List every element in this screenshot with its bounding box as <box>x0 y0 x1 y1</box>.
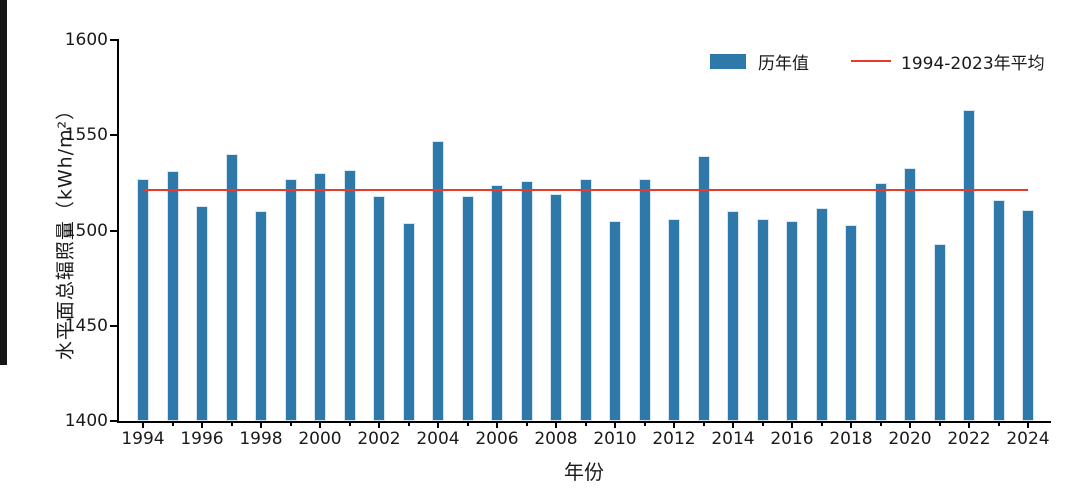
bar-2000 <box>314 173 326 421</box>
x-axis-line <box>117 421 1051 423</box>
bar-2005 <box>461 196 474 421</box>
x-tick-2008 <box>555 423 557 428</box>
x-axis-title: 年份 <box>564 460 604 484</box>
bar-1995 <box>166 171 179 421</box>
bar-2011 <box>638 179 651 421</box>
y-tick-label-1500: 1500 <box>64 220 108 241</box>
x-tick-1995 <box>171 423 174 426</box>
bar-2016 <box>786 220 798 421</box>
x-tick-2021 <box>938 423 941 426</box>
bar-2021 <box>933 243 946 421</box>
x-tick-label-2016: 2016 <box>770 429 814 449</box>
bar-2007 <box>520 180 533 421</box>
y-tick-1600 <box>110 39 117 41</box>
x-tick-label-2010: 2010 <box>593 429 637 449</box>
x-tick-label-2002: 2002 <box>357 429 401 449</box>
bar-2020 <box>904 167 916 421</box>
x-tick-2024 <box>1027 423 1029 428</box>
x-tick-label-2020: 2020 <box>888 429 932 449</box>
x-tick-2016 <box>791 423 793 428</box>
bar-2006 <box>491 184 503 421</box>
x-tick-2006 <box>496 423 498 428</box>
bar-2004 <box>432 140 444 421</box>
bar-2010 <box>609 220 621 421</box>
x-tick-2000 <box>319 423 321 428</box>
x-tick-2013 <box>702 423 705 426</box>
x-tick-label-2006: 2006 <box>475 429 519 449</box>
x-tick-label-2008: 2008 <box>534 429 578 449</box>
y-axis-line <box>117 39 119 423</box>
x-tick-1997 <box>230 423 233 426</box>
legend-line-swatch-icon <box>851 60 891 62</box>
x-tick-1996 <box>201 423 203 428</box>
x-tick-1998 <box>260 423 262 428</box>
x-tick-2018 <box>850 423 852 428</box>
x-tick-2014 <box>732 423 734 428</box>
x-tick-1994 <box>142 423 144 428</box>
x-tick-2012 <box>673 423 675 428</box>
x-tick-2001 <box>348 423 351 426</box>
bar-1996 <box>196 205 208 421</box>
legend-bar-label: 历年值 <box>758 53 809 74</box>
y-tick-1400 <box>110 420 117 422</box>
x-tick-label-2022: 2022 <box>947 429 991 449</box>
x-tick-label-1994: 1994 <box>121 429 165 449</box>
left-edge-artifact <box>0 0 7 365</box>
bar-2012 <box>668 219 680 421</box>
bar-2017 <box>815 207 828 421</box>
x-tick-2019 <box>879 423 882 426</box>
x-tick-2020 <box>909 423 911 428</box>
x-tick-label-2024: 2024 <box>1006 429 1050 449</box>
y-tick-label-1550: 1550 <box>64 125 108 146</box>
bar-2009 <box>579 179 592 421</box>
x-tick-2010 <box>614 423 616 428</box>
x-tick-2004 <box>437 423 439 428</box>
legend-line-label: 1994-2023年平均 <box>901 53 1045 74</box>
y-tick-1550 <box>110 134 117 137</box>
bar-2019 <box>874 182 887 421</box>
x-tick-2003 <box>407 423 410 426</box>
x-tick-2011 <box>643 423 646 426</box>
bar-2001 <box>343 169 356 421</box>
x-tick-label-1998: 1998 <box>239 429 283 449</box>
legend-bar-swatch-icon <box>710 53 746 69</box>
x-tick-label-2014: 2014 <box>711 429 755 449</box>
x-tick-label-2012: 2012 <box>652 429 696 449</box>
x-tick-1999 <box>289 423 292 426</box>
x-tick-label-2000: 2000 <box>298 429 342 449</box>
x-tick-label-1996: 1996 <box>180 429 224 449</box>
y-tick-1500 <box>110 229 117 232</box>
y-tick-1450 <box>110 324 117 327</box>
bar-2023 <box>992 200 1005 421</box>
x-tick-2022 <box>968 423 970 428</box>
bar-2008 <box>550 194 562 421</box>
y-tick-label-1450: 1450 <box>64 315 108 336</box>
bar-1998 <box>255 211 267 421</box>
x-tick-2017 <box>820 423 823 426</box>
bar-2018 <box>845 224 857 421</box>
x-tick-label-2018: 2018 <box>829 429 873 449</box>
bar-2015 <box>756 219 769 421</box>
bar-1999 <box>284 179 297 421</box>
bar-2014 <box>727 211 739 421</box>
y-tick-label-1400: 1400 <box>64 411 108 431</box>
x-tick-2023 <box>997 423 1000 426</box>
average-line <box>143 189 1028 192</box>
bar-1994 <box>137 179 149 421</box>
y-tick-label-1600: 1600 <box>64 30 108 50</box>
bar-2003 <box>402 222 415 421</box>
bar-2024 <box>1022 209 1034 421</box>
x-tick-2005 <box>466 423 469 426</box>
bar-1997 <box>225 154 238 421</box>
x-tick-2009 <box>584 423 587 426</box>
bar-2002 <box>373 196 385 421</box>
x-tick-2007 <box>525 423 528 426</box>
legend: 历年值 1994-2023年平均 <box>710 50 1045 74</box>
x-tick-2015 <box>761 423 764 426</box>
bar-2013 <box>697 156 710 421</box>
bar-2022 <box>963 110 975 421</box>
x-tick-label-2004: 2004 <box>416 429 460 449</box>
x-tick-2002 <box>378 423 380 428</box>
